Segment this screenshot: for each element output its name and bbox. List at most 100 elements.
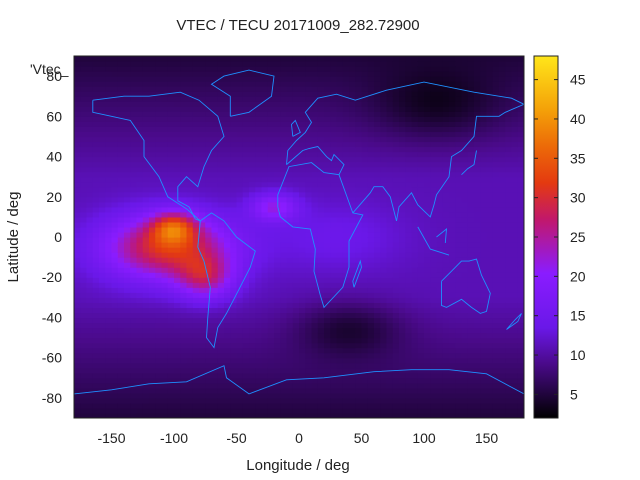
heatmap-cell — [224, 292, 231, 298]
heatmap-cell — [361, 397, 369, 404]
heatmap-cell — [367, 116, 375, 122]
heatmap-cell — [336, 101, 344, 107]
heatmap-cell — [111, 96, 119, 102]
heatmap-cell — [349, 191, 356, 198]
heatmap-cell — [136, 377, 144, 384]
heatmap-cell — [461, 141, 469, 148]
heatmap-cell — [442, 211, 450, 218]
heatmap-cell — [92, 191, 100, 198]
heatmap-cell — [124, 201, 131, 208]
heatmap-cell — [167, 56, 175, 62]
heatmap-cell — [392, 292, 400, 298]
heatmap-cell — [130, 211, 138, 218]
heatmap-cell — [261, 407, 269, 414]
heatmap-cell — [292, 322, 300, 329]
heatmap-cell — [224, 267, 231, 273]
heatmap-cell — [474, 181, 481, 188]
heatmap-cell — [455, 146, 463, 153]
heatmap-cell — [349, 372, 356, 379]
heatmap-cell — [317, 397, 325, 404]
heatmap-cell — [80, 267, 88, 273]
heatmap-cell — [330, 196, 338, 203]
heatmap-cell — [449, 61, 456, 67]
heatmap-cell — [161, 382, 169, 389]
heatmap-cell — [286, 302, 294, 308]
heatmap-cell — [205, 141, 213, 148]
heatmap-cell — [392, 247, 400, 253]
heatmap-cell — [492, 402, 500, 409]
heatmap-cell — [74, 141, 81, 148]
heatmap-cell — [280, 352, 288, 359]
heatmap-cell — [317, 91, 325, 97]
heatmap-cell — [136, 407, 144, 414]
heatmap-cell — [324, 166, 331, 173]
heatmap-cell — [149, 111, 156, 117]
heatmap-cell — [374, 76, 381, 82]
heatmap-cell — [242, 151, 250, 158]
heatmap-cell — [261, 317, 269, 324]
heatmap-cell — [349, 407, 356, 414]
heatmap-cell — [311, 367, 319, 374]
heatmap-cell — [499, 242, 506, 248]
heatmap-cell — [211, 297, 219, 303]
heatmap-cell — [249, 91, 256, 97]
heatmap-cell — [474, 141, 481, 148]
heatmap-cell — [449, 357, 456, 364]
heatmap-cell — [386, 382, 394, 389]
heatmap-cell — [424, 412, 431, 418]
heatmap-cell — [199, 312, 206, 319]
heatmap-cell — [149, 81, 156, 87]
heatmap-cell — [249, 267, 256, 273]
heatmap-cell — [155, 327, 163, 334]
heatmap-cell — [224, 61, 231, 67]
heatmap-cell — [417, 407, 425, 414]
heatmap-cell — [142, 146, 150, 153]
heatmap-cell — [417, 91, 425, 97]
heatmap-cell — [455, 287, 463, 293]
heatmap-cell — [205, 297, 213, 303]
heatmap-cell — [349, 61, 356, 67]
heatmap-cell — [417, 141, 425, 148]
heatmap-cell — [392, 262, 400, 268]
heatmap-cell — [311, 206, 319, 213]
heatmap-cell — [430, 101, 438, 107]
heatmap-cell — [217, 317, 225, 324]
heatmap-cell — [211, 347, 219, 354]
heatmap-cell — [124, 397, 131, 404]
heatmap-grid — [74, 56, 524, 418]
heatmap-cell — [355, 252, 363, 258]
heatmap-cell — [142, 357, 150, 364]
heatmap-cell — [486, 86, 494, 92]
heatmap-cell — [280, 282, 288, 288]
heatmap-cell — [274, 226, 281, 233]
heatmap-cell — [480, 357, 488, 364]
heatmap-cell — [124, 216, 131, 223]
heatmap-cell — [155, 71, 163, 77]
heatmap-cell — [449, 206, 456, 213]
heatmap-cell — [380, 302, 388, 308]
heatmap-cell — [230, 372, 238, 379]
heatmap-cell — [374, 312, 381, 319]
heatmap-cell — [217, 151, 225, 158]
heatmap-cell — [392, 61, 400, 67]
heatmap-cell — [174, 61, 181, 67]
heatmap-cell — [255, 362, 263, 369]
heatmap-cell — [74, 116, 81, 122]
heatmap-cell — [355, 362, 363, 369]
heatmap-cell — [380, 392, 388, 399]
heatmap-cell — [74, 226, 81, 233]
heatmap-cell — [492, 292, 500, 298]
heatmap-cell — [130, 252, 138, 258]
heatmap-cell — [274, 146, 281, 153]
heatmap-cell — [336, 322, 344, 329]
heatmap-cell — [92, 297, 100, 303]
heatmap-cell — [280, 126, 288, 133]
heatmap-cell — [117, 397, 125, 404]
heatmap-cell — [299, 186, 306, 193]
heatmap-cell — [167, 277, 175, 283]
heatmap-cell — [236, 267, 244, 273]
heatmap-cell — [305, 186, 313, 193]
heatmap-cell — [417, 136, 425, 143]
heatmap-cell — [399, 191, 406, 198]
heatmap-cell — [392, 337, 400, 344]
